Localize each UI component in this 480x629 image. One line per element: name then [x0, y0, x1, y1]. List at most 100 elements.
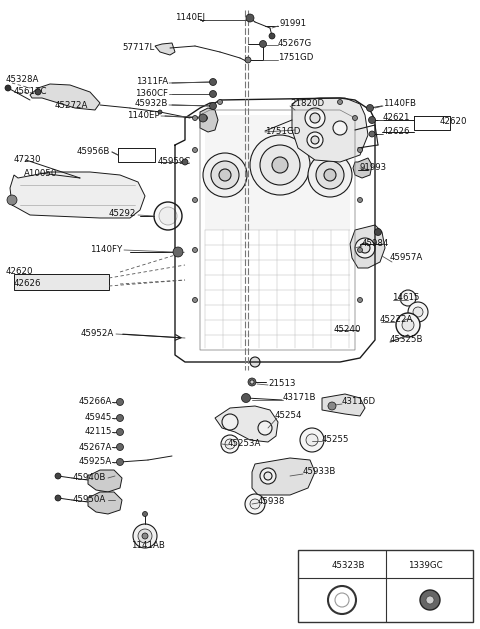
Circle shape: [400, 290, 416, 306]
Text: 45267A: 45267A: [79, 442, 112, 452]
Circle shape: [219, 169, 231, 181]
Circle shape: [117, 428, 123, 435]
Text: 1360CF: 1360CF: [135, 89, 168, 97]
Text: 1751GD: 1751GD: [278, 53, 313, 62]
Text: 42621: 42621: [383, 113, 410, 123]
Circle shape: [358, 247, 362, 252]
Circle shape: [264, 472, 272, 480]
Bar: [14, 274, 109, 290]
Polygon shape: [30, 84, 100, 110]
Circle shape: [5, 85, 11, 91]
Circle shape: [426, 596, 434, 604]
Circle shape: [311, 136, 319, 144]
Text: 45267G: 45267G: [278, 38, 312, 48]
Circle shape: [306, 434, 318, 446]
Text: 45940B: 45940B: [72, 474, 106, 482]
Circle shape: [367, 104, 373, 111]
Polygon shape: [322, 394, 365, 416]
Polygon shape: [252, 458, 315, 495]
Circle shape: [245, 494, 265, 514]
Text: 1141AB: 1141AB: [131, 540, 165, 550]
Circle shape: [158, 110, 162, 114]
Circle shape: [335, 593, 349, 607]
Text: 1140EJ: 1140EJ: [175, 13, 205, 23]
Circle shape: [369, 116, 375, 123]
Circle shape: [413, 307, 423, 317]
Text: A10050: A10050: [24, 169, 58, 177]
Circle shape: [35, 89, 41, 95]
Circle shape: [310, 113, 320, 123]
Text: 1339GC: 1339GC: [408, 560, 442, 569]
Circle shape: [203, 153, 247, 197]
Circle shape: [337, 99, 343, 104]
Circle shape: [369, 131, 375, 137]
Text: 47230: 47230: [14, 155, 41, 165]
Text: 45323B: 45323B: [331, 560, 365, 569]
Circle shape: [211, 161, 239, 189]
Circle shape: [192, 147, 197, 152]
Circle shape: [272, 157, 288, 173]
Circle shape: [138, 529, 152, 543]
Circle shape: [324, 169, 336, 181]
Circle shape: [143, 511, 147, 516]
Circle shape: [117, 415, 123, 421]
Circle shape: [328, 402, 336, 410]
Circle shape: [199, 114, 207, 122]
Circle shape: [300, 428, 324, 452]
Circle shape: [305, 108, 325, 128]
Polygon shape: [215, 406, 278, 442]
Text: 45612C: 45612C: [14, 87, 48, 96]
Circle shape: [173, 247, 183, 257]
Text: 45222A: 45222A: [380, 316, 413, 325]
Text: 42620: 42620: [6, 267, 34, 277]
Circle shape: [396, 313, 420, 337]
Text: 1311FA: 1311FA: [136, 77, 168, 87]
Text: 45957A: 45957A: [390, 253, 423, 262]
Text: 45950A: 45950A: [73, 496, 106, 504]
Circle shape: [192, 116, 197, 121]
Text: 57717L: 57717L: [123, 43, 155, 52]
Circle shape: [258, 421, 272, 435]
Circle shape: [250, 135, 310, 195]
Circle shape: [358, 298, 362, 303]
Circle shape: [192, 198, 197, 203]
Text: 45272A: 45272A: [55, 101, 88, 111]
Circle shape: [209, 91, 216, 97]
Text: 1140EP: 1140EP: [127, 111, 160, 121]
Circle shape: [55, 495, 61, 501]
Text: 45328A: 45328A: [6, 75, 39, 84]
Circle shape: [408, 302, 428, 322]
Circle shape: [221, 435, 239, 453]
Text: 1140FB: 1140FB: [383, 99, 416, 108]
Polygon shape: [292, 98, 368, 162]
Circle shape: [117, 459, 123, 465]
Circle shape: [222, 414, 238, 430]
Circle shape: [203, 116, 207, 121]
Circle shape: [328, 586, 356, 614]
Circle shape: [333, 121, 347, 135]
Circle shape: [133, 524, 157, 548]
Circle shape: [142, 533, 148, 539]
Polygon shape: [353, 158, 372, 178]
Text: 45945: 45945: [84, 413, 112, 423]
Text: 45254: 45254: [275, 411, 302, 421]
Circle shape: [209, 79, 216, 86]
Circle shape: [402, 319, 414, 331]
Text: 45932B: 45932B: [134, 99, 168, 108]
Circle shape: [308, 153, 352, 197]
Circle shape: [209, 103, 216, 109]
Text: 42626: 42626: [14, 279, 41, 289]
Text: 45240: 45240: [334, 325, 361, 335]
Circle shape: [117, 399, 123, 406]
Text: 43171B: 43171B: [283, 394, 316, 403]
Circle shape: [250, 357, 260, 367]
Text: 45956B: 45956B: [77, 147, 110, 157]
Text: 21513: 21513: [268, 379, 296, 389]
Polygon shape: [155, 43, 175, 55]
Text: 91993: 91993: [360, 164, 387, 172]
Circle shape: [358, 147, 362, 152]
Bar: [298, 550, 473, 622]
Circle shape: [246, 14, 254, 22]
Text: 45925A: 45925A: [79, 457, 112, 467]
Text: 1140FY: 1140FY: [90, 245, 122, 255]
